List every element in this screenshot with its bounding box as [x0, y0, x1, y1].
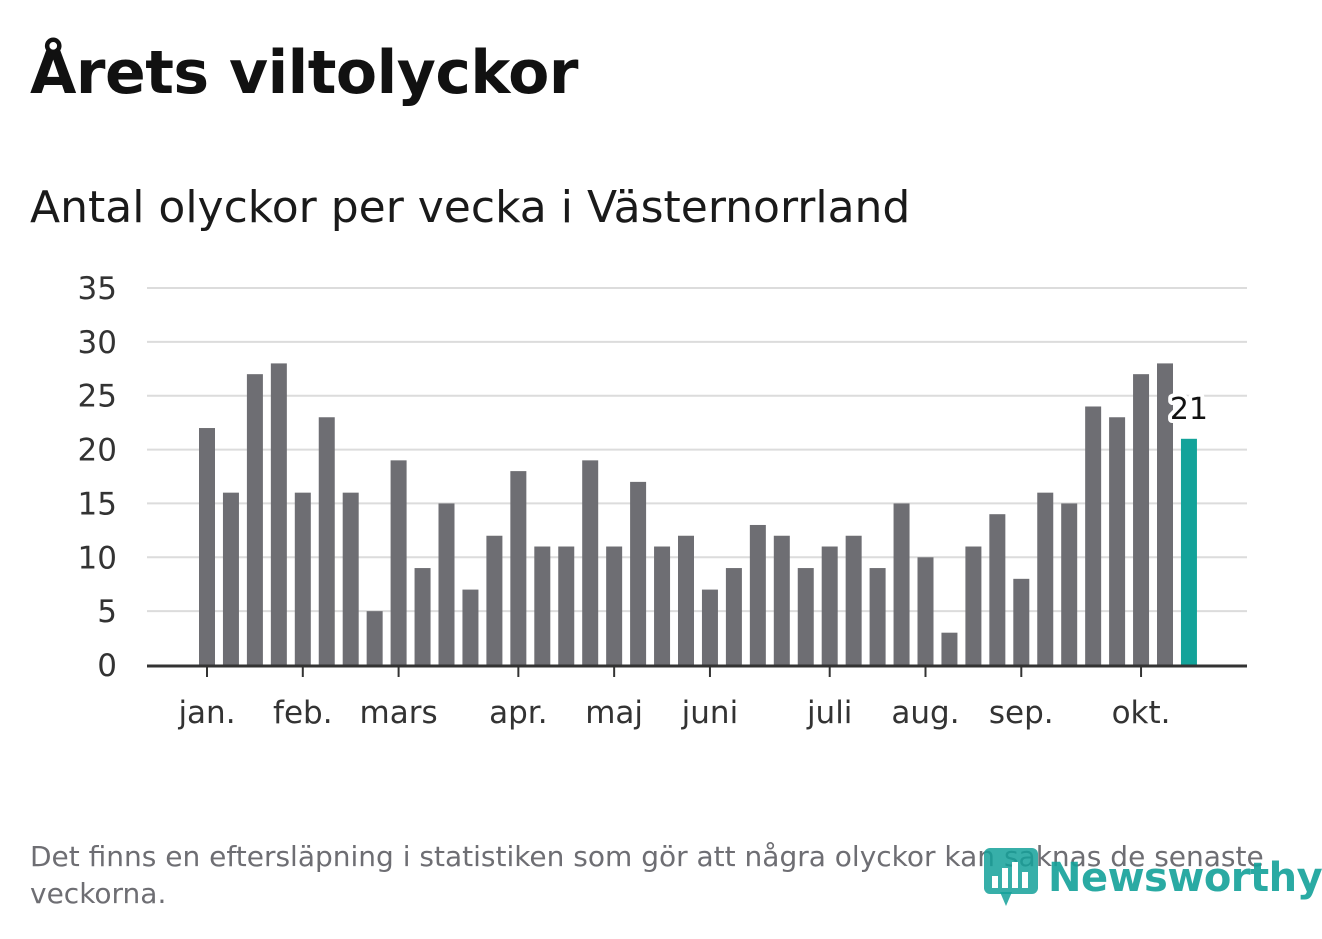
bar-week-14	[510, 471, 527, 665]
bar-chart: 0 5 10 15 20 25 30 35 21 jan. feb. mars apr. maj juni j…	[78, 271, 1247, 731]
bar-week-5	[294, 492, 311, 665]
bar-week-1	[199, 428, 215, 665]
chart-subtitle: Antal olyckor per vecka i Västernorrland	[30, 182, 911, 233]
footnote: Det finns en eftersläpning i statistiken…	[30, 840, 1264, 910]
bar-week-31	[917, 557, 934, 665]
x-tick-label: okt.	[1112, 695, 1171, 731]
bar-week-6	[318, 417, 335, 665]
bar-week-28	[845, 535, 862, 665]
bar-week-9	[390, 460, 407, 665]
x-tick-label: juni	[681, 695, 739, 731]
bar-week-38	[1085, 406, 1102, 665]
y-tick-label: 10	[78, 540, 117, 576]
bar-week-4	[270, 363, 287, 665]
bar-week-7	[342, 492, 359, 665]
x-tick-label: aug.	[891, 695, 959, 731]
bar-week-40	[1133, 374, 1150, 665]
gridlines	[147, 287, 1247, 613]
y-tick-label: 25	[78, 379, 117, 415]
y-tick-label: 20	[78, 433, 117, 469]
bar-week-39	[1109, 417, 1126, 665]
x-tick-label: sep.	[989, 695, 1054, 731]
bar-week-15	[534, 546, 551, 665]
bar-week-10	[414, 568, 431, 665]
bar-week-26	[797, 568, 814, 665]
y-tick-label: 0	[97, 648, 117, 684]
x-tick-label: juli	[806, 695, 853, 731]
bar-week-34	[989, 514, 1006, 665]
bar-week-23	[725, 568, 742, 665]
bar-week-19	[630, 481, 647, 665]
x-tick-label: maj	[585, 695, 643, 731]
newsworthy-logo-icon	[984, 848, 1038, 906]
bar-value-label: 21	[1170, 392, 1208, 427]
bar-week-3	[246, 374, 263, 665]
bar-week-17	[582, 460, 599, 665]
chart-title: Årets viltolyckor	[30, 38, 579, 108]
y-tick-label: 5	[97, 594, 117, 630]
bar-latest-week	[1180, 438, 1197, 665]
bar-week-25	[773, 535, 790, 665]
bar-week-8	[366, 611, 383, 665]
bar-week-22	[701, 589, 718, 665]
bar-week-33	[965, 546, 982, 665]
bar-week-11	[438, 503, 455, 665]
bar-week-37	[1061, 503, 1078, 665]
bar-week-30	[893, 503, 910, 665]
bar-week-32	[941, 632, 958, 665]
y-tick-label: 30	[78, 325, 117, 361]
bar-week-29	[869, 568, 886, 665]
bar-week-16	[558, 546, 575, 665]
bars	[199, 363, 1197, 665]
x-tick-label: jan.	[177, 695, 235, 731]
bar-week-2	[222, 492, 239, 665]
y-tick-label: 15	[78, 486, 117, 522]
x-tick-label: mars	[360, 695, 438, 731]
newsworthy-logo-text: Newsworthy	[1048, 855, 1322, 901]
axes: 0 5 10 15 20 25 30 35 21 jan. feb. mars apr. maj juni j…	[78, 271, 1247, 731]
bar-week-20	[654, 546, 671, 665]
bar-week-18	[606, 546, 623, 665]
bar-week-41	[1157, 363, 1173, 665]
bar-week-35	[1013, 578, 1030, 665]
x-tick-label: feb.	[273, 695, 333, 731]
bar-week-36	[1037, 492, 1054, 665]
bar-week-12	[462, 589, 479, 665]
bar-week-21	[678, 535, 694, 665]
bar-week-24	[749, 524, 766, 665]
x-tick-label: apr.	[489, 695, 547, 731]
y-tick-label: 35	[78, 271, 117, 307]
newsworthy-logo: Newsworthy	[982, 846, 1322, 910]
bar-week-13	[486, 535, 503, 665]
bar-week-27	[821, 546, 838, 665]
